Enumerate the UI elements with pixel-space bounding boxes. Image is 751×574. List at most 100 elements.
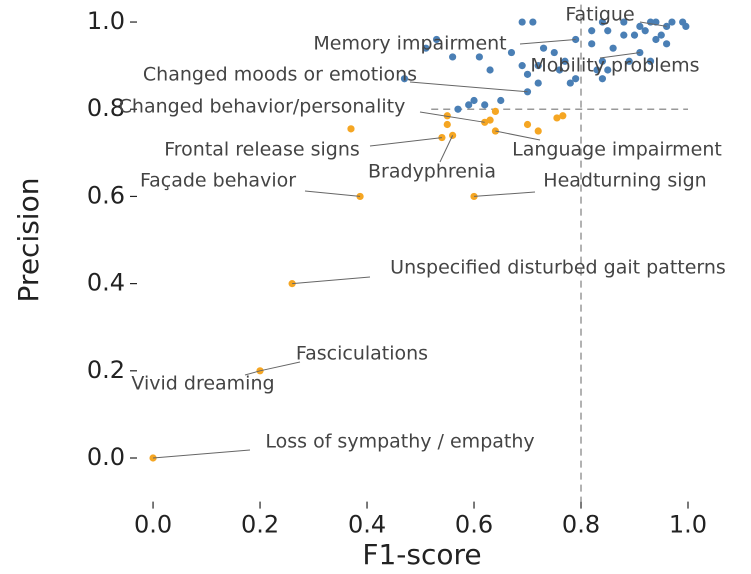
point [652,35,660,44]
annotation: Unspecified disturbed gait patterns [390,257,726,279]
x-tick-label: 0.8 [562,511,600,539]
point [443,112,451,120]
point [636,22,644,30]
point [572,35,580,44]
x-tick-label: 0.6 [455,511,493,539]
point [625,57,633,65]
point [465,101,473,109]
leader-line [304,190,361,197]
point [620,18,628,26]
leader-line [292,276,371,285]
x-tick-label: 0.4 [348,511,386,539]
y-tick-label: 1.0 [87,7,125,35]
leader-line [519,38,576,45]
point [620,31,628,39]
leader-line [473,191,536,197]
annotation: Changed behavior/personality [119,96,406,118]
point [682,22,690,30]
point [572,75,580,83]
point [604,27,612,35]
point [523,120,532,129]
point [481,101,489,109]
point [449,131,457,139]
point [559,112,567,120]
annotation: Loss of sympathy / empathy [265,431,534,453]
leader-line [244,370,261,376]
point [534,79,542,87]
x-tick-label: 0.2 [241,511,279,539]
x-tick-label: 0.0 [134,511,172,539]
point [588,40,596,48]
point [630,31,639,39]
point [534,62,542,70]
point [347,125,355,133]
point [518,18,526,26]
annotation: Headturning sign [543,170,706,192]
x-axis-label: F1-score [362,538,481,571]
point [556,66,564,74]
annotation: Vivid dreaming [131,373,274,395]
point [598,18,607,26]
point [470,96,478,105]
annotation: Mobility problems [530,55,699,77]
point [454,105,462,113]
point [507,48,516,57]
point [553,114,561,122]
point [657,31,665,39]
leader-line [409,81,528,93]
point [523,88,532,96]
point [550,48,558,57]
leader-line [369,137,442,147]
annotation: Bradyphrenia [368,161,496,183]
y-tick-label: 0.8 [87,94,125,122]
point [641,27,649,35]
point [432,35,441,44]
point [497,96,505,105]
annotation: Memory impairment [313,33,506,55]
annotation: Façade behavior [140,170,296,192]
leader-line [599,52,640,59]
point [443,120,451,129]
point [588,27,596,35]
point [534,127,542,135]
annotation: Fasciculations [296,343,428,365]
y-tick-label: 0.4 [87,269,125,297]
point [561,57,569,65]
annotation: Fatigue [565,4,634,26]
y-tick-label: 0.6 [87,181,125,209]
leader-line [639,21,667,27]
point [598,57,607,65]
point [449,53,457,61]
point [663,40,671,48]
leader-line [495,130,541,141]
y-tick-label: 0.2 [87,356,125,384]
leader-line [153,449,251,459]
y-axis-label: Precision [12,178,45,303]
point [529,18,537,26]
point [491,107,500,116]
point [149,454,157,462]
point [400,75,409,83]
annotation: Changed moods or emotions [143,64,417,86]
leader-line [259,361,301,372]
point [609,44,617,52]
point [646,57,655,65]
leader-line [439,135,454,163]
point [668,18,676,26]
point [523,70,532,78]
point [598,75,607,83]
x-tick-label: 1.0 [669,511,707,539]
point [486,66,494,74]
point [518,62,526,70]
point [604,66,612,74]
point [422,44,430,52]
point [475,53,483,61]
leader-line [419,111,485,123]
point [593,66,601,74]
annotation: Language impairment [512,139,722,161]
y-tick-label: 0.0 [87,443,125,471]
point [566,79,574,87]
point [539,44,548,52]
annotation: Frontal release signs [164,139,360,161]
